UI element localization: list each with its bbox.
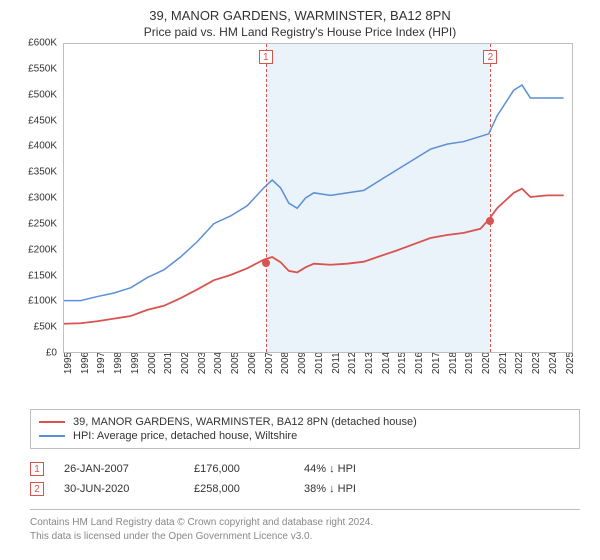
legend: 39, MANOR GARDENS, WARMINSTER, BA12 8PN … <box>30 409 580 449</box>
chart-container: 39, MANOR GARDENS, WARMINSTER, BA12 8PN … <box>0 0 600 560</box>
footer-line: Contains HM Land Registry data © Crown c… <box>30 516 580 530</box>
x-tick-label: 1999 <box>130 352 141 374</box>
y-tick-label: £100K <box>7 296 57 307</box>
x-tick-label: 2005 <box>230 352 241 374</box>
x-tick-label: 1998 <box>113 352 124 374</box>
legend-swatch <box>39 435 65 437</box>
x-tick-label: 2014 <box>381 352 392 374</box>
x-tick-label: 1997 <box>96 352 107 374</box>
x-tick-label: 2023 <box>531 352 542 374</box>
line-series-svg <box>64 44 572 352</box>
x-tick-label: 2011 <box>331 352 342 374</box>
chart-subtitle: Price paid vs. HM Land Registry's House … <box>0 23 600 43</box>
y-tick-label: £300K <box>7 193 57 204</box>
event-table: 1 26-JAN-2007 £176,000 44% ↓ HPI 2 30-JU… <box>30 459 580 499</box>
y-tick-label: £400K <box>7 141 57 152</box>
legend-label: HPI: Average price, detached house, Wilt… <box>73 430 297 442</box>
y-tick-label: £600K <box>7 38 57 49</box>
y-tick-label: £150K <box>7 270 57 281</box>
event-date: 26-JAN-2007 <box>64 463 174 475</box>
y-tick-label: £350K <box>7 167 57 178</box>
x-tick-label: 2016 <box>414 352 425 374</box>
event-number-box: 1 <box>30 462 44 476</box>
legend-swatch <box>39 421 65 423</box>
event-dot <box>486 217 494 225</box>
event-dot <box>262 259 270 267</box>
marker-number-box: 1 <box>259 50 273 64</box>
marker-number-box: 2 <box>483 50 497 64</box>
chart-title: 39, MANOR GARDENS, WARMINSTER, BA12 8PN <box>0 0 600 23</box>
y-tick-label: £0 <box>7 348 57 359</box>
chart-area: £0£50K£100K£150K£200K£250K£300K£350K£400… <box>15 43 585 393</box>
x-tick-label: 2006 <box>247 352 258 374</box>
footer: Contains HM Land Registry data © Crown c… <box>30 509 580 543</box>
legend-item: 39, MANOR GARDENS, WARMINSTER, BA12 8PN … <box>39 415 571 429</box>
x-tick-label: 2010 <box>314 352 325 374</box>
x-tick-label: 2018 <box>448 352 459 374</box>
x-tick-label: 1995 <box>63 352 74 374</box>
x-tick-label: 2021 <box>498 352 509 374</box>
x-tick-label: 2025 <box>565 352 576 374</box>
legend-label: 39, MANOR GARDENS, WARMINSTER, BA12 8PN … <box>73 416 417 428</box>
event-price: £176,000 <box>194 463 284 475</box>
event-row: 1 26-JAN-2007 £176,000 44% ↓ HPI <box>30 459 580 479</box>
x-tick-label: 2024 <box>548 352 559 374</box>
y-tick-label: £550K <box>7 63 57 74</box>
series-line-hpi <box>64 85 564 301</box>
event-diff: 38% ↓ HPI <box>304 483 394 495</box>
footer-line: This data is licensed under the Open Gov… <box>30 530 580 544</box>
y-tick-label: £500K <box>7 89 57 100</box>
x-tick-label: 2017 <box>431 352 442 374</box>
event-price: £258,000 <box>194 483 284 495</box>
x-tick-label: 2000 <box>147 352 158 374</box>
y-tick-label: £450K <box>7 115 57 126</box>
y-tick-label: £200K <box>7 244 57 255</box>
x-tick-label: 2019 <box>464 352 475 374</box>
legend-item: HPI: Average price, detached house, Wilt… <box>39 429 571 443</box>
x-tick-label: 2007 <box>264 352 275 374</box>
plot-area: 12 <box>63 43 573 353</box>
event-row: 2 30-JUN-2020 £258,000 38% ↓ HPI <box>30 479 580 499</box>
x-tick-label: 2009 <box>297 352 308 374</box>
x-tick-label: 1996 <box>80 352 91 374</box>
x-tick-label: 2001 <box>163 352 174 374</box>
x-tick-label: 2020 <box>481 352 492 374</box>
y-tick-label: £250K <box>7 218 57 229</box>
series-line-price <box>64 189 564 324</box>
event-date: 30-JUN-2020 <box>64 483 174 495</box>
event-diff: 44% ↓ HPI <box>304 463 394 475</box>
event-number-box: 2 <box>30 482 44 496</box>
x-tick-label: 2004 <box>213 352 224 374</box>
x-tick-label: 2022 <box>514 352 525 374</box>
y-tick-label: £50K <box>7 322 57 333</box>
x-tick-label: 2003 <box>197 352 208 374</box>
x-tick-label: 2008 <box>280 352 291 374</box>
x-tick-label: 2012 <box>347 352 358 374</box>
x-tick-label: 2015 <box>397 352 408 374</box>
x-tick-label: 2013 <box>364 352 375 374</box>
x-tick-label: 2002 <box>180 352 191 374</box>
